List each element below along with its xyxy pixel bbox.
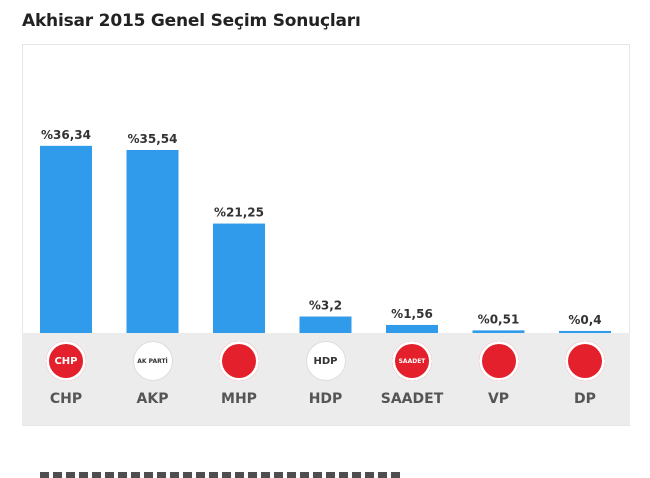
value-label-saadet: %1,56 <box>391 307 433 321</box>
value-label-akp: %35,54 <box>128 132 178 146</box>
value-label-dp: %0,4 <box>568 313 601 327</box>
value-label-chp: %36,34 <box>41 128 91 142</box>
bar-vp <box>472 330 525 333</box>
saadet-logo: SAADET <box>392 341 432 381</box>
value-label-mhp: %21,25 <box>214 206 264 220</box>
party-label-akp: AKP <box>136 391 169 407</box>
party-label-chp: CHP <box>49 391 83 407</box>
mhp-logo <box>219 341 259 381</box>
akp-logo: AK PARTİ <box>132 341 173 381</box>
bar-mhp <box>213 223 265 333</box>
bar-chp <box>40 145 92 333</box>
party-label-dp: DP <box>574 391 596 407</box>
bar-dp <box>559 330 611 333</box>
party-label-saadet: SAADET <box>380 391 444 407</box>
dp-logo <box>565 341 605 381</box>
party-label-mhp: MHP <box>221 391 257 407</box>
party-label-vp: VP <box>487 391 510 407</box>
vp-logo <box>478 341 519 381</box>
cut-off-text <box>40 472 400 478</box>
party-label-hdp: HDP <box>308 391 343 407</box>
page-title: Akhisar 2015 Genel Seçim Sonuçları <box>22 11 361 31</box>
bar-saadet <box>386 324 438 333</box>
value-label-vp: %0,51 <box>478 312 520 326</box>
bar-hdp <box>299 316 352 333</box>
value-label-hdp: %3,2 <box>309 299 342 313</box>
bar-akp <box>126 149 179 333</box>
hdp-logo: HDP <box>305 341 346 381</box>
chp-logo: CHP <box>46 341 86 381</box>
